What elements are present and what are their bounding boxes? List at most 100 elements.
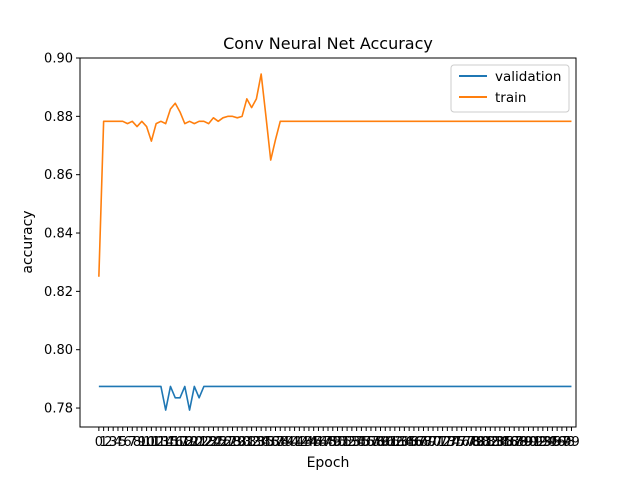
- x-tick-label: 80: [472, 435, 489, 450]
- x-tick-label: 75: [449, 435, 466, 450]
- x-tick-label: 59: [372, 435, 389, 450]
- y-tick-label: 0.78: [44, 402, 73, 417]
- x-tick-label: 9: [138, 435, 146, 450]
- x-tick-label: 14: [157, 435, 174, 450]
- x-tick-label: 41: [286, 435, 303, 450]
- x-tick-label: 2: [104, 435, 112, 450]
- x-tick-label: 24: [205, 435, 222, 450]
- x-tick-label: 21: [191, 435, 208, 450]
- x-tick-label: 26: [215, 435, 232, 450]
- x-tick-label: 43: [296, 435, 313, 450]
- series-line-validation: [98, 385, 572, 411]
- legend-label-validation: validation: [495, 69, 561, 85]
- x-tick-label: 5: [119, 435, 127, 450]
- plot-area: [98, 73, 572, 411]
- legend-label-train: train: [495, 90, 526, 106]
- x-tick-label: 49: [325, 435, 342, 450]
- x-tick-label: 25: [210, 435, 227, 450]
- x-tick-label: 61: [382, 435, 399, 450]
- y-tick-label: 0.82: [44, 285, 73, 300]
- x-tick-label: 3: [109, 435, 117, 450]
- x-tick-label: 27: [219, 435, 236, 450]
- x-tick-label: 81: [477, 435, 494, 450]
- x-tick-label: 45: [305, 435, 322, 450]
- x-tick-label: 17: [172, 435, 189, 450]
- x-tick-label: 44: [301, 435, 318, 450]
- x-tick-label: 93: [535, 435, 552, 450]
- x-tick-label: 23: [200, 435, 217, 450]
- x-tick-label: 7: [128, 435, 136, 450]
- x-tick-label: 48: [320, 435, 337, 450]
- x-tick-label: 20: [186, 435, 203, 450]
- x-tick-label: 22: [196, 435, 213, 450]
- x-axis-label: Epoch: [307, 455, 350, 471]
- x-tick-label: 51: [334, 435, 351, 450]
- x-tick-label: 8: [133, 435, 141, 450]
- x-tick-label: 58: [367, 435, 384, 450]
- x-tick-label: 16: [167, 435, 184, 450]
- x-tick-label: 57: [363, 435, 380, 450]
- x-tick-label: 72: [434, 435, 451, 450]
- x-tick-label: 94: [539, 435, 556, 450]
- x-tick-label: 89: [515, 435, 532, 450]
- x-tick-label: 6: [123, 435, 131, 450]
- x-tick-label: 83: [487, 435, 504, 450]
- x-tick-label: 52: [339, 435, 356, 450]
- x-tick-label: 87: [506, 435, 523, 450]
- x-tick-label: 10: [138, 435, 155, 450]
- x-tick-label: 0: [95, 435, 103, 450]
- x-tick-label: 85: [496, 435, 513, 450]
- x-tick-label: 76: [453, 435, 470, 450]
- x-tick-label: 92: [530, 435, 547, 450]
- x-tick-label: 38: [272, 435, 289, 450]
- x-tick-label: 50: [329, 435, 346, 450]
- x-tick-label: 71: [430, 435, 447, 450]
- x-tick-label: 19: [181, 435, 198, 450]
- x-tick-label: 73: [439, 435, 456, 450]
- x-axis: 0123456789101112131415161718192021222324…: [95, 427, 580, 450]
- x-tick-label: 98: [558, 435, 575, 450]
- x-tick-label: 11: [143, 435, 160, 450]
- x-tick-label: 88: [511, 435, 528, 450]
- x-tick-label: 97: [554, 435, 571, 450]
- x-tick-label: 91: [525, 435, 542, 450]
- x-tick-label: 99: [563, 435, 580, 450]
- x-tick-label: 79: [468, 435, 485, 450]
- x-tick-label: 66: [406, 435, 423, 450]
- x-tick-label: 15: [162, 435, 179, 450]
- y-axis-label: accuracy: [20, 210, 36, 273]
- x-tick-label: 37: [267, 435, 284, 450]
- x-tick-label: 63: [391, 435, 408, 450]
- y-tick-label: 0.88: [44, 110, 73, 125]
- x-tick-label: 86: [501, 435, 518, 450]
- x-tick-label: 90: [520, 435, 537, 450]
- y-tick-label: 0.80: [44, 343, 73, 358]
- x-tick-label: 4: [114, 435, 122, 450]
- x-tick-label: 95: [544, 435, 561, 450]
- x-tick-label: 36: [262, 435, 279, 450]
- x-tick-label: 32: [243, 435, 260, 450]
- x-tick-label: 42: [291, 435, 308, 450]
- x-tick-label: 46: [310, 435, 327, 450]
- x-tick-label: 77: [458, 435, 475, 450]
- x-tick-label: 54: [348, 435, 365, 450]
- series-line-train: [98, 73, 572, 277]
- x-tick-label: 74: [444, 435, 461, 450]
- x-tick-label: 39: [277, 435, 294, 450]
- x-tick-label: 78: [463, 435, 480, 450]
- x-tick-label: 68: [415, 435, 432, 450]
- x-tick-label: 96: [549, 435, 566, 450]
- y-axis: 0.78 0.80 0.82 0.84 0.86 0.88 0.90: [44, 52, 80, 417]
- x-tick-label: 13: [153, 435, 170, 450]
- x-tick-label: 40: [282, 435, 299, 450]
- x-tick-label: 65: [401, 435, 418, 450]
- x-tick-label: 70: [425, 435, 442, 450]
- x-tick-label: 62: [387, 435, 404, 450]
- x-tick-label: 34: [253, 435, 270, 450]
- x-tick-label: 12: [148, 435, 165, 450]
- y-tick-label: 0.90: [44, 52, 73, 67]
- x-tick-label: 47: [315, 435, 332, 450]
- x-tick-label: 64: [396, 435, 413, 450]
- x-tick-label: 53: [344, 435, 361, 450]
